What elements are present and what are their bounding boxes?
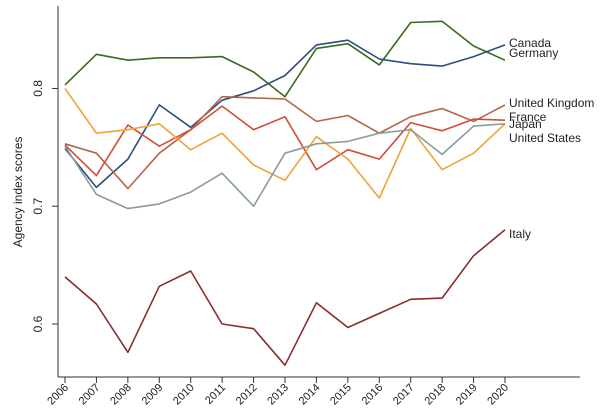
x-tick-label: 2011 [203,382,228,407]
x-tick-label: 2006 [45,382,71,408]
y-tick-label: 0.6 [31,315,45,332]
y-tick-label: 0.8 [31,80,45,97]
x-tick-label: 2010 [171,382,197,408]
series-label-japan: Japan [509,117,542,131]
x-tick-label: 2012 [234,382,260,408]
series-line-italy [64,229,506,367]
y-tick-label: 0.7 [31,198,45,215]
series-label-france: France [509,110,547,124]
x-tick-label: 2014 [297,382,323,408]
series-line-france [64,105,506,177]
x-tick-label: 2016 [360,382,386,408]
x-tick-label: 2007 [77,382,103,408]
series-label-united-states: United States [509,131,581,145]
series-label-united-kingdom: United Kingdom [509,96,594,110]
x-tick-label: 2013 [265,382,291,408]
series-label-germany: Germany [509,46,558,60]
series-lines [64,20,506,367]
series-label-canada: Canada [509,36,551,50]
x-tick-label: 2017 [391,382,417,408]
x-tick-label: 2020 [485,382,511,408]
series-label-italy: Italy [509,227,531,241]
series-line-united-kingdom [64,95,506,190]
x-tick-label: 2019 [454,382,480,408]
series-line-united-states [64,123,506,210]
y-axis-title: Agency index scores [11,137,25,248]
x-ticks: 2006 2007 2008 2009 2010 2011 2012 2013 2014 2015… [45,377,511,407]
x-tick-label: 2008 [108,382,134,408]
series-line-germany [64,20,506,98]
y-ticks: 0.6 0.7 0.8 [31,80,58,332]
series-line-canada [64,39,506,189]
series-line-japan [64,87,506,199]
x-tick-label: 2015 [328,382,354,408]
x-tick-label: 2018 [422,382,448,408]
x-tick-label: 2009 [140,382,166,408]
